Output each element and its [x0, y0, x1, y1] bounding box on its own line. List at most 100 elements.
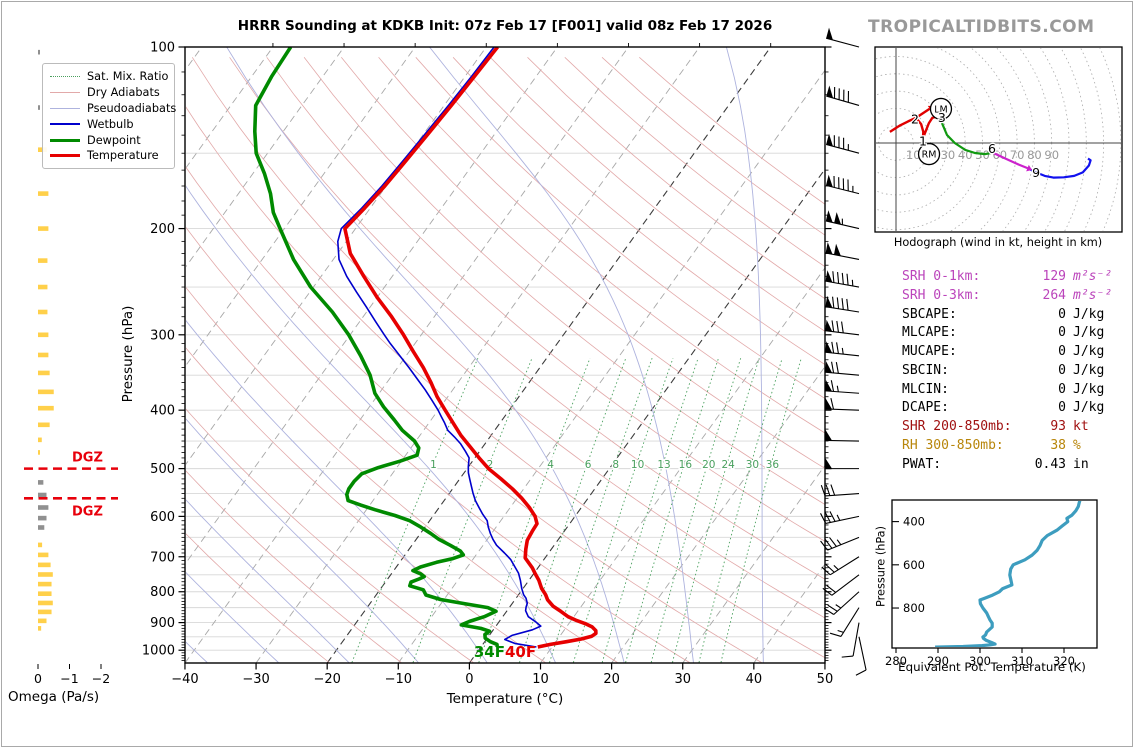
stats-panel: SRH 0-1km: 129 m²s⁻² SRH 0-3km: 264 m²s⁻² SBCA…	[902, 268, 1126, 474]
wind-barb-feather	[829, 632, 842, 637]
wind-barb-feather	[826, 584, 837, 593]
wind-barb-feather	[820, 513, 827, 524]
wind-barb-feather	[841, 298, 844, 310]
mixing-ratio-line	[650, 358, 742, 663]
surface-temp-label: 40F	[505, 643, 536, 661]
mixing-ratio-label: 24	[722, 459, 736, 471]
isotherm-line	[682, 465, 825, 663]
wind-barb	[826, 133, 860, 154]
stat-value: 0.43	[1034, 456, 1066, 472]
wind-barb-feather	[820, 485, 826, 497]
temperature-tick-label: 50	[817, 672, 834, 687]
stat-value: 129	[1042, 269, 1066, 284]
omega-bar	[38, 562, 51, 568]
hodograph-height-label: 3	[938, 110, 946, 125]
stat-unit: m²s⁻²	[1073, 269, 1113, 284]
omega-bar	[38, 309, 48, 315]
stat-label: SBCIN:	[902, 362, 949, 378]
wind-barb	[855, 636, 867, 676]
stat-row: RH 300-850mb: 38%	[902, 437, 1126, 456]
omega-bar	[38, 591, 52, 597]
omega-bar	[38, 600, 53, 606]
legend-item-label: Dewpoint	[87, 133, 141, 147]
wind-barb-staff	[825, 390, 860, 394]
pseudoadiabat-line	[726, 47, 764, 663]
pressure-tick-label: 100	[150, 41, 175, 56]
omega-tick-label: 0	[34, 671, 42, 686]
dgz-label: DGZ	[72, 451, 103, 466]
dry-adiabat-line	[186, 106, 825, 658]
stat-unit: kt	[1073, 419, 1089, 434]
mixing-ratio-label: 2	[487, 459, 494, 471]
legend-item: Dry Adiabats	[50, 85, 167, 101]
stat-label: DCAPE:	[902, 400, 949, 416]
isotherm-line	[398, 70, 825, 663]
stat-value: 0	[1058, 362, 1066, 378]
theta-e-curve	[935, 501, 1082, 647]
stat-row: MLCIN: 0 J/kg	[902, 381, 1126, 400]
omega-bar	[38, 572, 53, 577]
wind-barb-feather	[836, 320, 839, 333]
dry-adiabat-line	[186, 286, 618, 663]
omega-bar	[38, 450, 40, 455]
wind-barb-feather	[837, 272, 840, 284]
wind-barb-pennant	[826, 85, 834, 99]
isotherm-line	[255, 47, 700, 663]
legend-line-sample-temperature	[50, 154, 80, 158]
dry-adiabat-line	[186, 533, 330, 663]
pseudoadiabat-line	[186, 320, 488, 663]
omega-bar	[38, 284, 48, 290]
storm-motion-marker	[929, 97, 953, 121]
wind-barb	[825, 295, 860, 313]
omega-bar	[38, 542, 43, 548]
surface-dewpoint-label: 34F	[474, 643, 505, 661]
dry-adiabat-line	[191, 57, 825, 619]
temperature-tick-label: 40	[746, 672, 763, 687]
dry-adiabat-line	[490, 57, 825, 332]
pseudoadiabat-line	[226, 47, 625, 663]
wind-barb-feather	[831, 341, 835, 354]
wind-barb-halfbarb	[836, 514, 841, 521]
stat-unit: J/kg	[1073, 306, 1105, 322]
wind-barb-feather	[836, 342, 839, 354]
pressure-tick-label: 800	[150, 585, 175, 600]
legend-line-sample-pseudo	[50, 107, 80, 109]
omega-bar	[38, 552, 49, 558]
wind-barb-pennant	[825, 429, 833, 441]
isotherm-line	[186, 47, 416, 367]
hodograph-height-label: 2	[911, 112, 919, 127]
hodograph-panel: 102030405060708090RMLM12369	[874, 46, 1123, 233]
temperature-tick-label: −20	[313, 672, 340, 687]
hodograph-arrowhead	[1026, 164, 1033, 172]
omega-bar	[38, 370, 50, 376]
legend-line-sample-satmix	[50, 76, 80, 78]
hodograph-height-label: 9	[1032, 165, 1040, 180]
hodograph-ring-label: 80	[1027, 148, 1042, 162]
wind-barb-pennant	[825, 319, 833, 332]
mixing-ratio-line	[549, 358, 653, 663]
mixing-ratio-label: 4	[547, 459, 554, 471]
theta-e-y-tick-label: 600	[903, 558, 925, 572]
dry-adiabat-line	[452, 57, 825, 365]
omega-bar	[38, 332, 49, 338]
mixing-ratio-line	[698, 358, 783, 663]
wind-barb-feather	[829, 537, 837, 547]
wind-barb-pennant	[825, 341, 833, 353]
mixing-ratio-label: 13	[657, 459, 670, 471]
storm-motion-marker	[917, 142, 941, 166]
omega-bar-dgz	[38, 505, 49, 510]
hodograph-trace-9km-plus	[1027, 157, 1092, 179]
wind-barb-feather	[830, 398, 835, 410]
wind-barb-feather	[836, 297, 840, 309]
wind-barb-halfbarb	[836, 385, 839, 392]
temperature-axis-label: Temperature (°C)	[446, 691, 564, 707]
mixing-ratio-line	[672, 358, 760, 663]
temperature-tick-label: 10	[532, 672, 549, 687]
pressure-axis-label: Pressure (hPa)	[120, 305, 136, 403]
hodograph-ring-label: 30	[941, 148, 956, 162]
legend-item: Wetbulb	[50, 116, 167, 132]
omega-bar	[38, 626, 42, 631]
wind-barb-feather	[846, 273, 849, 286]
